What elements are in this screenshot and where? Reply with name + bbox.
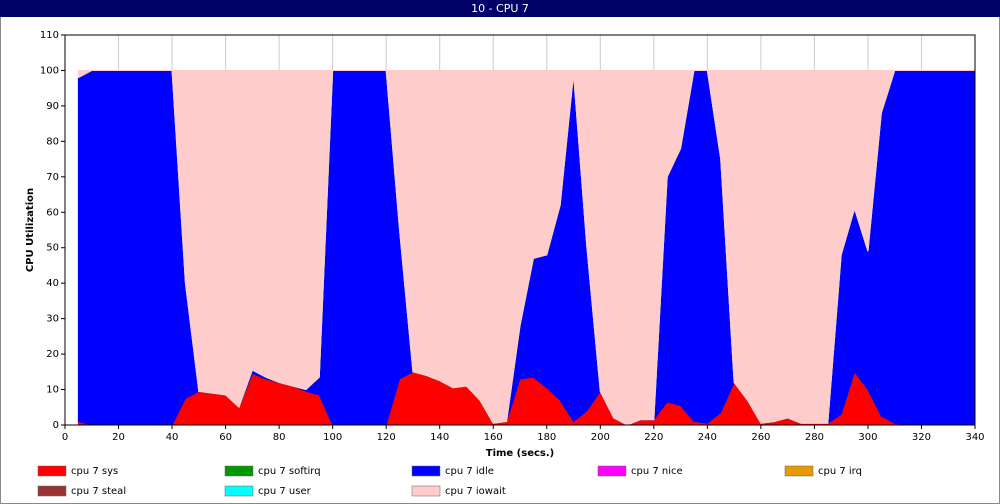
x-tick-label: 100: [323, 432, 342, 443]
chart-title: 10 - CPU 7: [471, 2, 529, 15]
y-tick-label: 60: [46, 207, 59, 218]
x-tick-label: 120: [377, 432, 396, 443]
area: [77, 69, 975, 426]
x-tick-label: 320: [912, 432, 931, 443]
legend-swatch: [784, 465, 814, 477]
x-tick-label: 0: [62, 432, 68, 443]
legend-label: cpu 7 idle: [445, 466, 494, 477]
title-bar: [0, 0, 1000, 17]
legend-label: cpu 7 iowait: [445, 486, 506, 497]
x-tick-label: 80: [273, 432, 286, 443]
y-tick-label: 70: [46, 172, 59, 183]
legend-swatch: [411, 465, 441, 477]
x-tick-label: 20: [112, 432, 125, 443]
plot-border: [64, 34, 976, 426]
x-tick-label: 60: [219, 432, 232, 443]
y-tick-label: 40: [46, 278, 59, 289]
x-tick-label: 340: [965, 432, 984, 443]
legend-label: cpu 7 steal: [71, 486, 126, 497]
x-tick-label: 280: [805, 432, 824, 443]
y-tick-label: 10: [46, 385, 59, 396]
x-tick-label: 180: [537, 432, 556, 443]
legend-label: cpu 7 softirq: [258, 466, 321, 477]
legend-label: cpu 7 nice: [631, 466, 683, 477]
legend-swatch: [411, 485, 441, 497]
legend-label: cpu 7 irq: [818, 466, 862, 477]
legend-label: cpu 7 sys: [71, 466, 118, 477]
legend-swatch: [597, 465, 627, 477]
x-tick-label: 260: [751, 432, 770, 443]
x-tick-label: 200: [591, 432, 610, 443]
legend-swatch: [224, 465, 254, 477]
y-tick-label: 80: [46, 136, 59, 147]
y-tick-label: 90: [46, 101, 59, 112]
y-axis-label: CPU Utilization: [25, 188, 36, 272]
legend-swatch: [37, 485, 67, 497]
y-tick-label: 0: [53, 420, 59, 431]
x-tick-label: 300: [858, 432, 877, 443]
legend-swatch: [224, 485, 254, 497]
y-tick-label: 30: [46, 314, 59, 325]
y-tick-label: 50: [46, 243, 59, 254]
legend-label: cpu 7 user: [258, 486, 312, 497]
x-tick-label: 220: [644, 432, 663, 443]
y-tick-label: 20: [46, 349, 59, 360]
x-tick-label: 160: [484, 432, 503, 443]
x-tick-label: 140: [430, 432, 449, 443]
x-tick-label: 240: [698, 432, 717, 443]
y-tick-label: 110: [40, 30, 59, 41]
x-axis-label: Time (secs.): [486, 448, 555, 459]
legend-swatch: [37, 465, 67, 477]
y-tick-label: 100: [40, 65, 59, 76]
x-tick-label: 40: [166, 432, 179, 443]
